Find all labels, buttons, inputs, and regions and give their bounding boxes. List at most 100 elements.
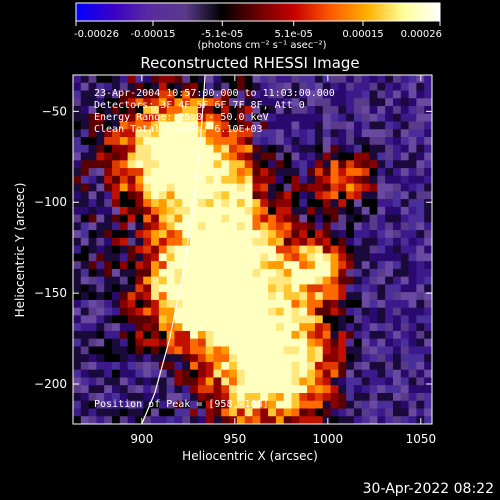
heatmap-cell [80,144,90,154]
heatmap-cell [151,222,160,231]
heatmap-cell [330,346,339,355]
heatmap-cell [112,106,121,115]
heatmap-cell [408,330,417,340]
heatmap-cell [408,392,417,402]
heatmap-cell [353,222,363,231]
heatmap-cell [205,253,215,262]
heatmap-cell [330,144,339,154]
heatmap-cell [361,191,371,200]
heatmap-cell [190,330,199,340]
heatmap-cell [244,361,254,371]
heatmap-cell [314,168,324,177]
heatmap-cell [268,160,277,169]
heatmap-cell [190,392,199,402]
heatmap-cell [119,98,129,107]
heatmap-cell [244,237,254,247]
heatmap-cell [392,245,402,254]
heatmap-cell [424,183,432,192]
heatmap-cell [190,137,199,146]
heatmap-cell [127,106,137,115]
heatmap-cell [369,416,378,424]
heatmap-cell [322,168,332,177]
heatmap-cell [369,338,378,348]
heatmap-cell [244,416,254,424]
heatmap-cell [127,323,137,332]
heatmap-cell [369,90,378,99]
heatmap-cell [229,230,238,239]
heatmap-cell [377,354,386,363]
heatmap-cell [205,152,215,161]
heatmap-cell [400,90,410,99]
heatmap-cell [236,253,246,262]
heatmap-cell [96,144,105,154]
heatmap-cell [112,307,121,317]
heatmap-cell [408,268,417,278]
heatmap-cell [229,106,238,115]
heatmap-cell [143,90,152,99]
heatmap-cell [346,299,355,309]
heatmap-cell [408,299,417,309]
heatmap-cell [80,222,90,231]
heatmap-cell [385,392,394,402]
heatmap-cell [174,90,183,99]
heatmap-cell [213,330,222,340]
heatmap-cell [283,152,293,161]
heatmap-cell [80,315,90,324]
heatmap-cell [143,245,152,254]
heatmap-cell [252,377,261,386]
heatmap-cell [424,400,432,410]
heatmap-cell [291,237,300,247]
heatmap-cell [346,369,355,379]
colorbar-tick-label: -0.00026 [74,29,119,40]
heatmap-cell [221,183,230,192]
heatmap-cell [283,129,293,138]
heatmap-cell [244,175,254,185]
heatmap-cell [275,346,285,355]
heatmap-cell [190,113,199,123]
heatmap-cell [127,113,137,123]
heatmap-cell [416,230,425,239]
heatmap-cell [369,292,378,301]
heatmap-cell [244,160,254,169]
heatmap-cell [361,276,371,285]
heatmap-cell [408,237,417,247]
heatmap-cell [182,90,191,99]
heatmap-cell [174,175,183,185]
heatmap-cell [236,292,246,301]
heatmap-cell [112,385,121,394]
heatmap-cell [236,206,246,216]
heatmap-cell [338,175,347,185]
heatmap-cell [88,253,98,262]
heatmap-cell [104,245,113,254]
heatmap-cell [338,330,347,340]
heatmap-cell [314,144,324,154]
heatmap-cell [236,245,246,254]
heatmap-cell [338,230,347,239]
heatmap-cell [197,129,207,138]
heatmap-cell [229,292,238,301]
heatmap-cell [229,214,238,223]
heatmap-cell [236,416,246,424]
heatmap-cell [96,315,105,324]
heatmap-cell [182,75,191,84]
heatmap-cell [424,416,432,424]
heatmap-cell [205,400,215,410]
heatmap-cell [361,377,371,386]
heatmap-cell [291,315,300,324]
heatmap-cell [135,307,144,317]
heatmap-cell [424,98,432,107]
heatmap-cell [408,106,417,115]
heatmap-cell [268,346,277,355]
heatmap-cell [119,121,129,130]
heatmap-cell [377,307,386,317]
heatmap-cell [119,237,129,247]
heatmap-cell [174,113,183,123]
heatmap-cell [408,230,417,239]
heatmap-cell [112,222,121,231]
heatmap-cell [291,377,300,386]
heatmap-cell [88,206,98,216]
heatmap-cell [80,261,90,270]
heatmap-cell [330,307,339,317]
heatmap-cell [197,82,207,92]
heatmap-cell [104,199,113,208]
